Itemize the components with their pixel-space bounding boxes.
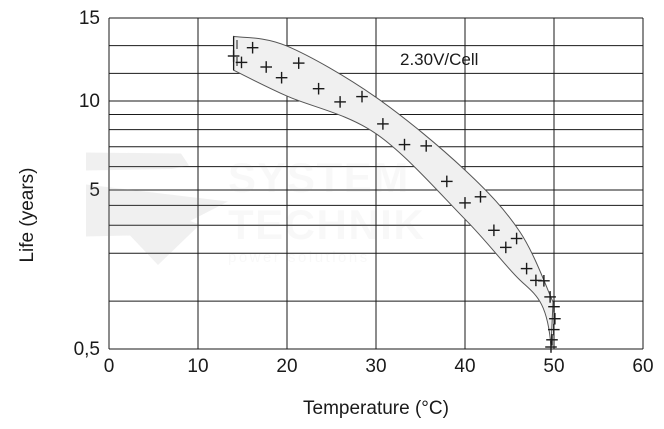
svg-text:0,5: 0,5 bbox=[74, 339, 100, 360]
svg-text:power solutions: power solutions bbox=[228, 249, 370, 266]
svg-text:Temperature (°C): Temperature (°C) bbox=[303, 398, 449, 419]
svg-text:Life (years): Life (years) bbox=[17, 167, 38, 262]
svg-text:TECHNIK: TECHNIK bbox=[228, 201, 425, 248]
svg-text:40: 40 bbox=[454, 356, 475, 377]
svg-text:30: 30 bbox=[365, 356, 386, 377]
svg-text:60: 60 bbox=[632, 356, 653, 377]
svg-text:20: 20 bbox=[276, 356, 297, 377]
svg-text:SYSTEM: SYSTEM bbox=[228, 154, 410, 201]
svg-text:50: 50 bbox=[543, 356, 564, 377]
svg-text:10: 10 bbox=[79, 91, 100, 112]
svg-text:0: 0 bbox=[104, 356, 115, 377]
svg-text:2.30V/Cell: 2.30V/Cell bbox=[400, 50, 478, 69]
svg-text:15: 15 bbox=[79, 8, 100, 29]
svg-text:10: 10 bbox=[187, 356, 208, 377]
